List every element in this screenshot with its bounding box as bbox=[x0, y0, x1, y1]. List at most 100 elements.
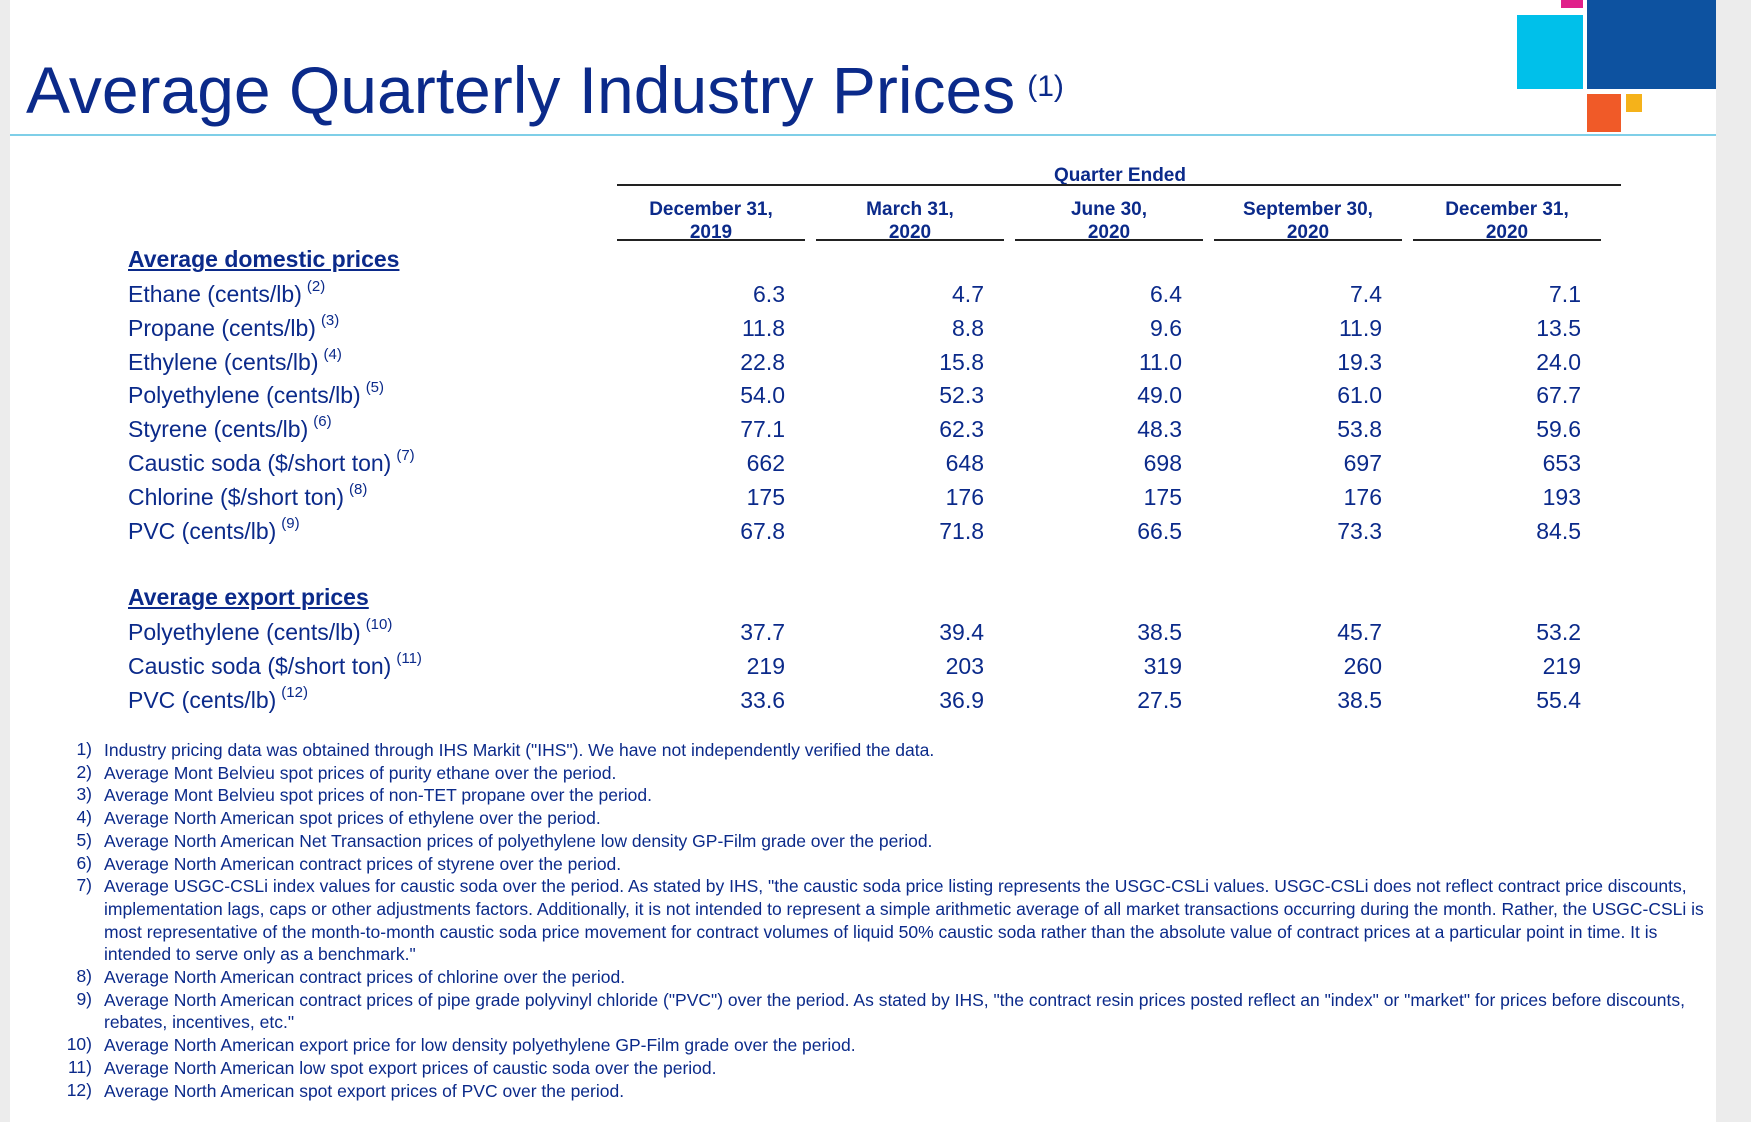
table-cell: 260 bbox=[1343, 652, 1382, 679]
footnote-number: 7) bbox=[76, 875, 92, 896]
table-cell: 13.5 bbox=[1536, 314, 1581, 341]
column-header-line2: 2020 bbox=[1485, 222, 1529, 243]
table-cell: 19.3 bbox=[1337, 348, 1382, 375]
table-cell: 55.4 bbox=[1536, 686, 1581, 713]
table-cell: 48.3 bbox=[1137, 416, 1182, 443]
row-footnote-ref: (12) bbox=[281, 683, 308, 701]
table-cell: 37.7 bbox=[740, 619, 785, 645]
table-cell: 45.7 bbox=[1337, 619, 1382, 645]
table-cell: 67.7 bbox=[1536, 382, 1581, 409]
table-cell: 71.8 bbox=[939, 517, 984, 544]
row-label-text: Caustic soda ($/short ton) bbox=[128, 450, 392, 476]
table-cell: 176 bbox=[1343, 483, 1382, 510]
footnote-number: 12) bbox=[66, 1079, 92, 1100]
row-label-text: Polyethylene (cents/lb) bbox=[128, 619, 361, 645]
table-cell: 22.8 bbox=[740, 348, 785, 375]
column-header-rule bbox=[816, 239, 1004, 241]
row-label: Ethylene (cents/lb) (4) bbox=[128, 346, 342, 376]
row-label-text: Ethylene (cents/lb) bbox=[128, 348, 319, 375]
footnote-number: 4) bbox=[76, 807, 92, 828]
table-cell: 7.4 bbox=[1350, 281, 1382, 307]
table-cell: 697 bbox=[1343, 450, 1382, 476]
table-cell: 24.0 bbox=[1536, 348, 1581, 375]
footnote-number: 3) bbox=[76, 784, 92, 805]
table-cell: 662 bbox=[746, 450, 785, 476]
quarter-ended-rule bbox=[617, 184, 1621, 186]
column-header: September 30, 2020 bbox=[1214, 198, 1402, 244]
table-cell: 648 bbox=[945, 450, 984, 476]
row-label: Ethane (cents/lb) (2) bbox=[128, 278, 325, 308]
table-cell: 319 bbox=[1143, 652, 1182, 679]
footnote-text: Average North American Net Transaction p… bbox=[104, 830, 933, 851]
row-label-text: Chlorine ($/short ton) bbox=[128, 483, 345, 510]
table-cell: 11.9 bbox=[1338, 314, 1382, 341]
footnote-number: 6) bbox=[76, 852, 92, 873]
table-cell: 49.0 bbox=[1137, 382, 1182, 409]
table-cell: 6.3 bbox=[753, 281, 785, 307]
table-cell: 11.0 bbox=[1138, 348, 1182, 375]
table-cell: 6.4 bbox=[1150, 281, 1182, 307]
column-header-line2: 2020 bbox=[888, 222, 932, 243]
column-header: December 31, 2020 bbox=[1413, 198, 1601, 244]
row-label-text: Caustic soda ($/short ton) bbox=[128, 652, 392, 679]
footnote-text: Average North American spot prices of et… bbox=[104, 808, 601, 829]
footnote-text: Average USGC-CSLi index values for caust… bbox=[104, 876, 1704, 965]
column-header-rule bbox=[617, 239, 805, 241]
table-cell: 61.0 bbox=[1337, 382, 1382, 409]
column-header-line2: 2020 bbox=[1286, 222, 1330, 243]
row-footnote-ref: (6) bbox=[313, 413, 332, 431]
row-label: PVC (cents/lb) (9) bbox=[128, 514, 300, 545]
row-label: Styrene (cents/lb) (6) bbox=[128, 413, 332, 443]
row-label-text: Polyethylene (cents/lb) bbox=[128, 382, 361, 409]
table-cell: 4.7 bbox=[952, 281, 984, 307]
footnote-text: Average North American contract prices o… bbox=[104, 967, 626, 987]
table-cell: 38.5 bbox=[1137, 619, 1182, 645]
row-footnote-ref: (10) bbox=[365, 616, 393, 633]
row-footnote-ref: (9) bbox=[281, 514, 300, 532]
row-label: Caustic soda ($/short ton) (7) bbox=[128, 447, 415, 477]
table-cell: 59.6 bbox=[1536, 416, 1581, 443]
table-cell: 52.3 bbox=[939, 382, 984, 409]
table-cell: 39.4 bbox=[939, 619, 984, 645]
footnote-number: 1) bbox=[76, 739, 92, 759]
table-cell: 77.1 bbox=[740, 416, 785, 443]
column-header-rule bbox=[1015, 239, 1203, 241]
column-header-line2: 2020 bbox=[1087, 222, 1131, 243]
footnote-number: 11) bbox=[68, 1056, 92, 1077]
row-label: Chlorine ($/short ton) (8) bbox=[128, 480, 368, 511]
table-cell: 8.8 bbox=[952, 314, 984, 341]
row-label-text: PVC (cents/lb) bbox=[128, 686, 277, 713]
column-header-line1: March 31, bbox=[866, 199, 954, 220]
table-cell: 38.5 bbox=[1337, 686, 1382, 713]
decor-magenta-square bbox=[1561, 0, 1583, 8]
table-cell: 653 bbox=[1542, 450, 1581, 476]
footnote-text: Average Mont Belvieu spot prices of non-… bbox=[104, 785, 653, 806]
title-footnote-ref: (1) bbox=[1027, 70, 1064, 103]
footnote-text: Industry pricing data was obtained throu… bbox=[104, 740, 935, 760]
table-cell: 15.8 bbox=[939, 348, 984, 375]
quarter-ended-label: Quarter Ended bbox=[1054, 165, 1186, 186]
row-label: PVC (cents/lb) (12) bbox=[128, 683, 308, 714]
decor-orange-square bbox=[1587, 94, 1621, 132]
row-footnote-ref: (3) bbox=[320, 311, 340, 329]
column-header-rule bbox=[1413, 239, 1601, 241]
table-cell: 36.9 bbox=[939, 686, 984, 713]
table-cell: 73.3 bbox=[1337, 517, 1382, 544]
footnote-number: 5) bbox=[76, 829, 92, 850]
column-header-line1: September 30, bbox=[1243, 199, 1373, 220]
footnote-text: Average Mont Belvieu spot prices of puri… bbox=[104, 762, 617, 783]
row-footnote-ref: (8) bbox=[349, 480, 368, 498]
row-footnote-ref: (7) bbox=[396, 447, 415, 464]
row-label: Propane (cents/lb) (3) bbox=[128, 311, 340, 342]
row-label-text: Propane (cents/lb) bbox=[128, 314, 316, 341]
table-cell: 219 bbox=[1542, 652, 1581, 679]
decor-yellow-square bbox=[1626, 94, 1642, 112]
title-text: Average Quarterly Industry Prices bbox=[26, 53, 1016, 127]
section-heading: Average domestic prices bbox=[128, 246, 400, 272]
decor-cyan-square bbox=[1517, 15, 1583, 89]
footnote-text: Average North American contract prices o… bbox=[104, 853, 622, 874]
row-label-text: PVC (cents/lb) bbox=[128, 517, 277, 544]
table-cell: 67.8 bbox=[740, 517, 785, 544]
table-cell: 66.5 bbox=[1137, 517, 1182, 544]
table-cell: 53.8 bbox=[1337, 416, 1382, 443]
